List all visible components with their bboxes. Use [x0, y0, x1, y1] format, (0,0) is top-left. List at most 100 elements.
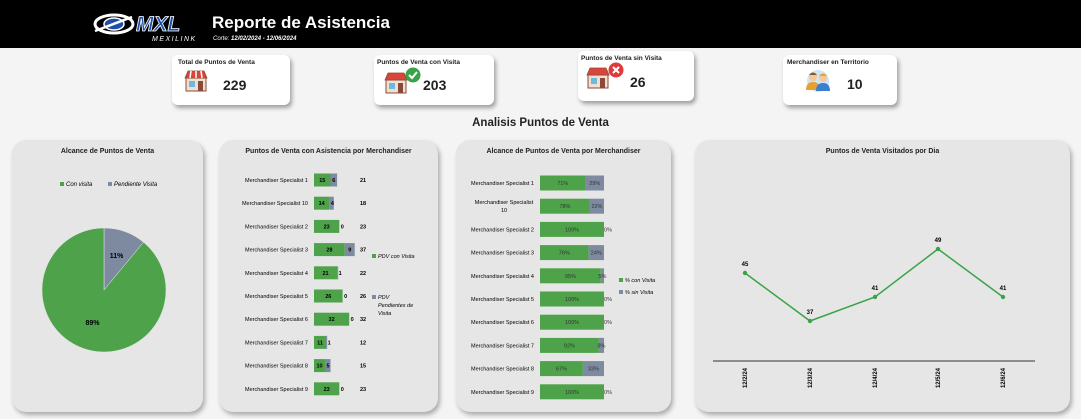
- total-label: 26: [360, 294, 366, 300]
- category-label: Merchandiser Specialist 1: [471, 181, 534, 187]
- bar-pct-con-visita: [540, 221, 604, 237]
- bar-value-label: 0: [341, 387, 344, 393]
- bar-value-label: 9: [348, 248, 351, 254]
- bar-pct-con-visita: [540, 175, 586, 191]
- bar-pct-con-visita: [540, 245, 589, 261]
- bar-value-label: 0: [351, 317, 354, 323]
- bar-value-label: 22%: [591, 204, 602, 210]
- pie-chart: Con visita Pendiente Visita 11% 89%: [41, 182, 167, 353]
- kpi-value: 10: [847, 76, 863, 92]
- category-label: Merchandiser Specialist 9: [245, 387, 308, 393]
- category-label: Merchandiser Specialist 3: [245, 248, 308, 254]
- total-label: 37: [360, 248, 366, 254]
- bar-value-label: 10: [316, 364, 322, 370]
- bar-con-visita: [314, 173, 331, 187]
- date-range: Corte: 12/02/2024 - 12/06/2024: [213, 36, 296, 42]
- category-label: Merchandiser Specialist 4: [471, 274, 534, 280]
- kpi-label: Merchandiser en Territorio: [787, 59, 869, 66]
- data-label: 41: [872, 286, 879, 292]
- bar-pct-sin-visita: [588, 245, 604, 261]
- bar-pct-con-visita: [540, 291, 604, 307]
- bar-pct-con-visita: [540, 198, 590, 214]
- bar-value-label: 0: [344, 294, 347, 300]
- bar-value-label: 0%: [604, 227, 612, 233]
- bar-value-label: 6: [332, 178, 335, 184]
- category-label: Merchandiser Specialist 9: [471, 390, 534, 396]
- bar-con-visita: [314, 196, 330, 210]
- total-label: 18: [360, 201, 366, 207]
- total-label: 15: [360, 364, 366, 370]
- bar-pct-sin-visita: [582, 361, 604, 377]
- legend-swatch: [619, 290, 623, 294]
- chart-title: Alcance de Puntos de Venta por Merchandi…: [486, 148, 641, 155]
- data-point: [742, 270, 748, 276]
- corte-label: Corte:: [213, 36, 230, 42]
- bar-con-visita: [314, 289, 343, 303]
- total-label: 23: [360, 387, 366, 393]
- bar-value-label: 76%: [559, 251, 570, 257]
- bar-pendiente: [330, 173, 338, 187]
- bar-value-label: 1: [339, 271, 342, 277]
- pie-slice: [41, 227, 167, 353]
- bar-value-label: 11: [317, 340, 323, 346]
- bar-value-label: 23: [324, 387, 330, 393]
- x-tick-label: 12/5/24: [936, 367, 942, 388]
- store-icon: [184, 70, 208, 92]
- bar-con-visita: [314, 335, 327, 349]
- header-bar: MXL MEXILINK Reporte de Asistencia Corte…: [0, 0, 1081, 48]
- category-label: Merchandiser Specialist 7: [245, 340, 308, 346]
- bar-value-label: 100%: [565, 297, 579, 303]
- x-tick-label: 12/3/24: [808, 367, 814, 388]
- data-point: [935, 246, 941, 252]
- bar-pct-sin-visita: [585, 175, 604, 191]
- bar-value-label: 21: [322, 271, 328, 277]
- legend-swatch: [60, 182, 64, 186]
- bar-value-label: 14: [319, 201, 326, 207]
- bar-value-label: 8%: [597, 343, 605, 349]
- bar-pct-sin-visita: [589, 198, 604, 214]
- bar-pct-con-visita: [540, 337, 599, 353]
- kpi-card-sin-visita: Puntos de Venta sin Visita 26: [578, 51, 694, 101]
- bar-value-label: 28: [326, 248, 332, 254]
- bar-value-label: 100%: [565, 227, 579, 233]
- legend-label: % sin Visita: [625, 290, 653, 296]
- bar-value-label: 29%: [589, 181, 600, 187]
- bar-con-visita: [314, 312, 350, 326]
- category-label: Merchandiser Specialist 3: [471, 251, 534, 257]
- total-label: 21: [360, 178, 366, 184]
- bar-pendiente: [326, 335, 328, 349]
- bar-value-label: 100%: [565, 320, 579, 326]
- bar-value-label: 5%: [598, 274, 606, 280]
- total-label: 32: [360, 317, 366, 323]
- store-check-icon: [384, 67, 421, 94]
- bar-value-label: 5: [326, 364, 329, 370]
- chart-title: Puntos de Venta con Asistencia por Merch…: [245, 148, 412, 155]
- category-label: Merchandiser Specialist 10: [242, 201, 308, 207]
- data-label: 49: [935, 238, 942, 244]
- bar-pendiente: [337, 266, 339, 280]
- bar-con-visita: [314, 219, 340, 233]
- bar-value-label: 0%: [604, 297, 612, 303]
- line-chart: 45 12/2/24 37 12/3/24 41 12/4/24 49 12/5/24 41 12…: [713, 238, 1035, 388]
- bar-pendiente: [325, 359, 331, 373]
- kpi-card-merchandiser: Merchandiser en Territorio 10: [783, 55, 897, 105]
- kpi-label: Puntos de Venta sin Visita: [581, 55, 662, 62]
- category-label: Merchandiser Specialist 4: [245, 271, 308, 277]
- bar-pct-sin-visita: [600, 268, 604, 284]
- category-label: Merchandiser Specialist 7: [471, 343, 534, 349]
- logo-text: MXL: [136, 13, 180, 36]
- count-bar-chart-panel: Puntos de Venta con Asistencia por Merch…: [219, 140, 438, 412]
- kpi-value: 203: [423, 77, 447, 93]
- bar-pct-sin-visita: [598, 337, 604, 353]
- series-line: [744, 248, 1004, 322]
- mexilink-logo: MXL MEXILINK: [93, 13, 195, 43]
- bar-value-label: 100%: [565, 390, 579, 396]
- bar-value-label: 0: [341, 224, 344, 230]
- category-label: Merchandiser Specialist 2: [471, 227, 534, 233]
- legend-label: % con Visita: [625, 278, 655, 284]
- bar-pct-con-visita: [540, 314, 604, 330]
- chart-title: Puntos de Venta Visitados por Dia: [825, 148, 940, 155]
- category-label: Merchandiser Specialist 8: [245, 364, 308, 370]
- bar-value-label: 15: [319, 178, 325, 184]
- store-x-icon: [586, 62, 624, 89]
